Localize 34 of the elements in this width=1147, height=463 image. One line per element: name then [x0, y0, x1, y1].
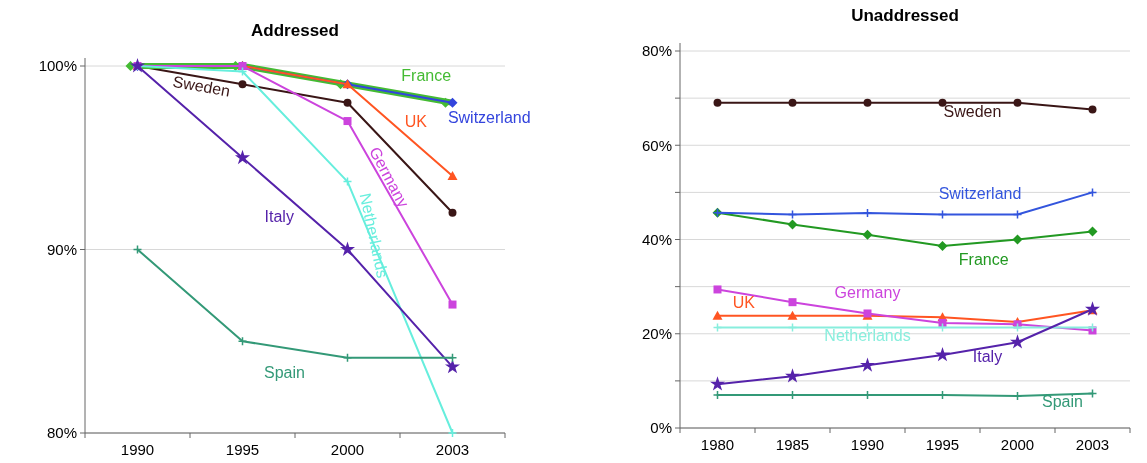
- x-tick-label: 1990: [120, 441, 155, 458]
- series-label: Germany: [834, 284, 901, 302]
- text: Sweden: [171, 72, 232, 100]
- y-tick-label: 100%: [38, 57, 77, 75]
- x-tick-label: 1990: [850, 436, 885, 453]
- y-tick-label: 90%: [46, 240, 77, 258]
- series-label: Switzerland: [938, 185, 1022, 203]
- y-tick-label: 40%: [641, 230, 672, 248]
- x-tick-label: 2003: [435, 441, 470, 458]
- chart-title: Addressed: [251, 21, 339, 40]
- x-tick-label: 2003: [1075, 436, 1110, 453]
- series-label: UK: [732, 293, 756, 311]
- series-label: Italy: [264, 207, 294, 225]
- x-tick-label: 1985: [775, 436, 810, 453]
- series-label: Italy: [972, 348, 1003, 366]
- series-label: Netherlands: [824, 326, 911, 344]
- y-tick-label: 80%: [641, 42, 672, 60]
- chart-title: Unaddressed: [851, 6, 959, 25]
- series-label: Spain: [264, 363, 305, 381]
- series-label: France: [401, 66, 452, 84]
- series-label: France: [958, 251, 1009, 269]
- y-tick-label: 60%: [641, 136, 672, 154]
- x-tick-label: 1980: [700, 436, 735, 453]
- series-label: UK: [404, 112, 428, 130]
- y-tick-label: 20%: [641, 325, 672, 342]
- y-tick-label: 80%: [46, 424, 77, 442]
- y-tick-label: 0%: [650, 419, 672, 437]
- series-label: Spain: [1042, 392, 1083, 410]
- x-tick-label: 2000: [330, 441, 365, 458]
- x-tick-label: 1995: [925, 436, 960, 453]
- series-label: Switzerland: [447, 108, 531, 126]
- series-label: Sweden: [943, 102, 1002, 120]
- x-tick-label: 2000: [1000, 436, 1035, 453]
- x-tick-label: 1995: [225, 441, 260, 458]
